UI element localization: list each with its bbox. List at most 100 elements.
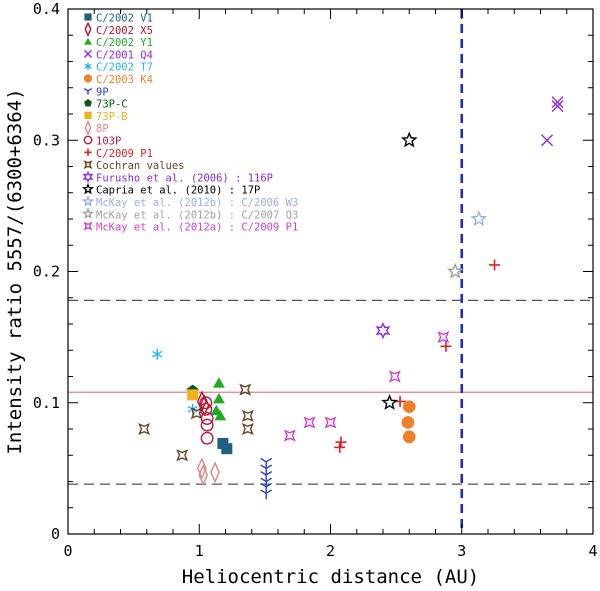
legend-marker (84, 111, 92, 119)
data-point (212, 393, 225, 404)
y-tick-label: 0.3 (33, 131, 60, 149)
data-point (200, 418, 214, 432)
x-axis-title: Heliocentric distance (AU) (182, 566, 479, 588)
axis-ticks (67, 8, 594, 535)
data-point (335, 436, 347, 448)
y-tick-label: 0.2 (33, 263, 60, 281)
legend-marker (83, 49, 93, 58)
data-point (551, 100, 564, 113)
legend-label-c-2002-v1: C/2002 V1 (96, 13, 153, 25)
data-point (187, 389, 199, 401)
legend-label-furusho-et-al-2006-116p: Furusho et al. (2006) : 116P (96, 172, 273, 184)
series-cochran-values (138, 383, 254, 462)
series-8p (196, 457, 220, 487)
data-point (241, 423, 254, 435)
data-point (381, 394, 398, 410)
series-mckay-et-al-2012a-c-2009-p1 (283, 331, 450, 442)
legend-marker (81, 207, 95, 219)
x-tick-label: 4 (588, 542, 597, 560)
legend-marker (84, 37, 92, 45)
legend-label-c-2001-q4: C/2001 Q4 (96, 49, 153, 61)
data-point (489, 259, 501, 271)
legend-marker (84, 62, 92, 70)
data-point (375, 322, 391, 340)
data-point (260, 489, 273, 500)
data-point (198, 463, 209, 487)
series-c-2009-p1 (334, 259, 501, 453)
legend-label-9p: 9P (96, 86, 109, 98)
legend-marker (82, 170, 94, 184)
legend-label-c-2009-p1: C/2009 P1 (96, 148, 153, 160)
legend-label-mckay-et-al-2012b-c-2006-w3: McKay et al. (2012b) : C/2006 W3 (96, 197, 298, 209)
data-point (241, 409, 254, 422)
data-point (541, 134, 554, 147)
data-point (214, 410, 227, 421)
legend-marker (84, 21, 92, 38)
legend-label-103p: 103P (96, 136, 121, 148)
data-point (400, 131, 418, 148)
series-73p-b (187, 389, 199, 401)
data-point (437, 331, 450, 344)
data-point (190, 407, 203, 420)
data-point (334, 441, 346, 453)
data-point (212, 377, 225, 388)
data-point (303, 416, 316, 429)
series-mckay-et-al-2012b-c-2007-q3 (446, 262, 464, 279)
legend-marker (81, 182, 95, 195)
data-point (239, 383, 252, 396)
data-point (260, 457, 273, 468)
x-tick-label: 3 (457, 542, 466, 560)
data-point (402, 400, 416, 414)
series-9p (260, 457, 273, 500)
x-tick-label: 0 (63, 542, 72, 560)
series-c-2003-k4 (401, 400, 416, 444)
series-c-2002-t7 (152, 348, 198, 415)
data-point (388, 370, 401, 383)
legend-label-c-2002-t7: C/2002 T7 (96, 62, 153, 74)
legend-label-capria-et-al-2010-17p: Capria et al. (2010) : 17P (96, 185, 260, 197)
legend-marker (83, 221, 93, 231)
legend-marker (84, 13, 92, 21)
data-point (138, 423, 151, 435)
legend-marker (84, 88, 92, 95)
data-point (394, 395, 406, 407)
data-point (402, 430, 416, 444)
y-tick-label: 0.4 (33, 0, 60, 18)
legend-marker (83, 160, 93, 169)
reference-lines (68, 9, 593, 534)
legend-marker (83, 135, 93, 145)
data-point (199, 396, 213, 410)
data-point (200, 431, 214, 445)
data-point (401, 416, 415, 429)
legend-label-c-2002-y1: C/2002 Y1 (96, 37, 153, 49)
data-point (260, 464, 273, 475)
legend-label-c-2002-x5: C/2002 X5 (96, 25, 153, 37)
legend-marker (84, 148, 92, 156)
y-tick-label: 0.1 (33, 394, 60, 412)
tick-labels: 0 1 2 3 4 0 0.1 0.2 0.3 0.4 (33, 0, 598, 560)
legend-label-73p-b: 73P-B (96, 111, 128, 123)
data-point (260, 471, 273, 481)
data-point (446, 262, 464, 279)
legend-marker (81, 195, 95, 207)
legend-label-cochran-values: Cochran values (96, 160, 185, 172)
x-tick-label: 1 (195, 542, 204, 560)
x-tick-label: 2 (326, 542, 335, 560)
series-capria-et-al-2010-17p (381, 131, 418, 410)
data-point (196, 457, 207, 480)
series-furusho-et-al-2006-116p (375, 322, 391, 340)
data-point (283, 429, 296, 442)
series-c-2002-y1 (210, 377, 227, 421)
legend-marker (84, 119, 92, 136)
series-103p (199, 396, 214, 445)
data-point (152, 348, 163, 360)
legend-marker (83, 74, 93, 83)
data-point (196, 390, 207, 413)
series-mckay-et-al-2012b-c-2006-w3 (470, 210, 488, 227)
data-point (221, 443, 233, 455)
legend-label-73p-c: 73P-C (96, 99, 128, 111)
y-axis-title: Intensity ratio 5557/(6300+6364) (4, 88, 26, 454)
legend-label-mckay-et-al-2012a-c-2009-p1: McKay et al. (2012a) : C/2009 P1 (96, 222, 298, 234)
y-tick-label: 0 (51, 525, 60, 543)
legend-label-8p: 8P (96, 123, 109, 135)
